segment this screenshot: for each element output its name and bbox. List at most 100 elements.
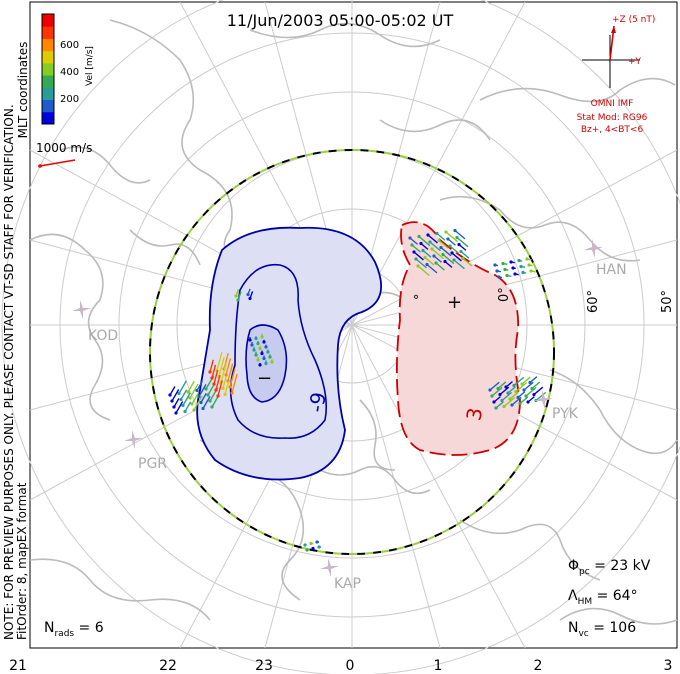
imf-condition: Bz+, 4<BT<6 <box>581 125 644 135</box>
velocity-vector <box>189 383 199 399</box>
vector-origin <box>524 394 528 398</box>
vector-origin <box>417 234 421 239</box>
scale-vector: 1000 m/s <box>36 141 92 168</box>
map-title: 11/Jun/2003 05:00-05:02 UT <box>227 11 454 30</box>
vector-origin <box>425 262 429 267</box>
vector-origin <box>432 254 436 258</box>
imf-indicator: +Z (5 nT) +Y OMNI IMF Stat Mod: RG96 Bz+… <box>577 15 656 135</box>
vector-origin <box>450 251 454 255</box>
velocity-vectors <box>168 228 547 552</box>
vector-origin <box>210 405 214 409</box>
colorbar-segment <box>42 87 54 101</box>
imf-stat-mod: Stat Mod: RG96 <box>577 113 648 123</box>
vector-origin <box>258 346 262 351</box>
vector-origin <box>494 406 498 410</box>
vector-origin <box>195 388 199 393</box>
vector-origin <box>186 390 190 394</box>
velocity-vector <box>499 386 510 396</box>
vector-origin <box>250 343 254 347</box>
vector-origin <box>455 235 459 240</box>
colorbar-segment <box>42 38 54 52</box>
vector-origin <box>192 408 196 412</box>
velocity-vector <box>445 231 458 243</box>
velocity-vector <box>449 245 459 254</box>
vector-origin <box>168 393 172 397</box>
colorbar-tick-400: 400 <box>60 67 79 78</box>
colorbar-segment <box>42 111 54 125</box>
vector-origin <box>532 392 536 397</box>
vector-origin <box>177 391 181 396</box>
colorbar-segment <box>42 26 54 39</box>
vector-origin <box>309 541 313 546</box>
vector-origin <box>434 261 438 265</box>
site-han: HAN <box>584 239 627 278</box>
vector-origin <box>514 389 518 394</box>
vector-origin <box>430 247 434 251</box>
vector-origin <box>258 363 262 367</box>
colorbar-tick-600: 600 <box>60 40 79 51</box>
velocity-vector <box>509 391 519 400</box>
negative-cell-fill <box>196 226 383 481</box>
vector-origin <box>252 348 256 352</box>
velocity-vector <box>216 352 223 371</box>
mlt-label-22: 22 <box>159 658 177 674</box>
velocity-vector <box>218 357 225 377</box>
vector-origin <box>530 386 534 391</box>
vector-origin <box>311 546 315 551</box>
svg-text:KOD: KOD <box>88 328 118 344</box>
vector-origin <box>248 296 252 301</box>
vector-origin <box>262 340 266 344</box>
velocity-vector <box>438 239 449 249</box>
vector-origin <box>498 392 502 397</box>
velocity-vector <box>497 381 507 390</box>
vector-origin <box>264 361 268 366</box>
vector-origin <box>512 383 516 388</box>
vector-origin <box>508 397 512 401</box>
vector-origin <box>305 548 309 552</box>
velocity-vector <box>215 375 221 391</box>
svg-text:1000 m/s: 1000 m/s <box>36 141 92 155</box>
vector-origin <box>264 345 268 349</box>
colorbar-segment <box>42 75 54 88</box>
coordinates-label: MLT coordinates <box>16 42 30 139</box>
velocity-vector <box>418 235 431 247</box>
vector-origin <box>492 400 496 404</box>
velocity-vector <box>422 249 432 258</box>
vector-origin <box>528 380 532 385</box>
velocity-vector <box>433 255 442 263</box>
vector-origin <box>214 388 218 392</box>
positive-cell: 3 + <box>395 221 521 456</box>
velocity-vector <box>225 358 232 376</box>
velocity-vector <box>519 396 529 405</box>
vector-origin <box>260 351 264 356</box>
vector-origin <box>446 237 450 241</box>
vector-origin <box>221 386 225 391</box>
velocity-vector <box>171 389 180 402</box>
vector-origin <box>522 388 526 392</box>
preview-notice: NOTE: FOR PREVIEW PURPOSES ONLY. PLEASE … <box>2 104 16 640</box>
vector-origin <box>448 244 452 248</box>
vector-origin <box>254 353 258 357</box>
vector-origin <box>268 355 272 359</box>
velocity-vector <box>440 246 452 257</box>
vector-origin <box>412 250 416 254</box>
vector-origin <box>501 261 505 266</box>
velocity-vector <box>191 392 199 405</box>
vector-origin <box>493 263 497 267</box>
negative-contour-label: -9 <box>304 390 331 414</box>
vector-origin <box>170 399 174 403</box>
velocity-vector <box>413 251 424 261</box>
heppner-maynard-boundary <box>149 149 555 555</box>
svg-text:HAN: HAN <box>596 262 627 278</box>
svg-text:60°: 60° <box>586 290 601 313</box>
vector-origin <box>443 259 447 264</box>
vector-origin <box>490 394 494 398</box>
vector-origin <box>510 403 514 407</box>
vector-origin <box>256 341 260 346</box>
velocity-vector <box>454 229 466 240</box>
velocity-vector <box>169 386 176 396</box>
vector-origin <box>504 385 508 389</box>
vector-origin <box>179 397 183 402</box>
vector-origin <box>496 386 500 391</box>
vector-origin <box>260 335 264 339</box>
